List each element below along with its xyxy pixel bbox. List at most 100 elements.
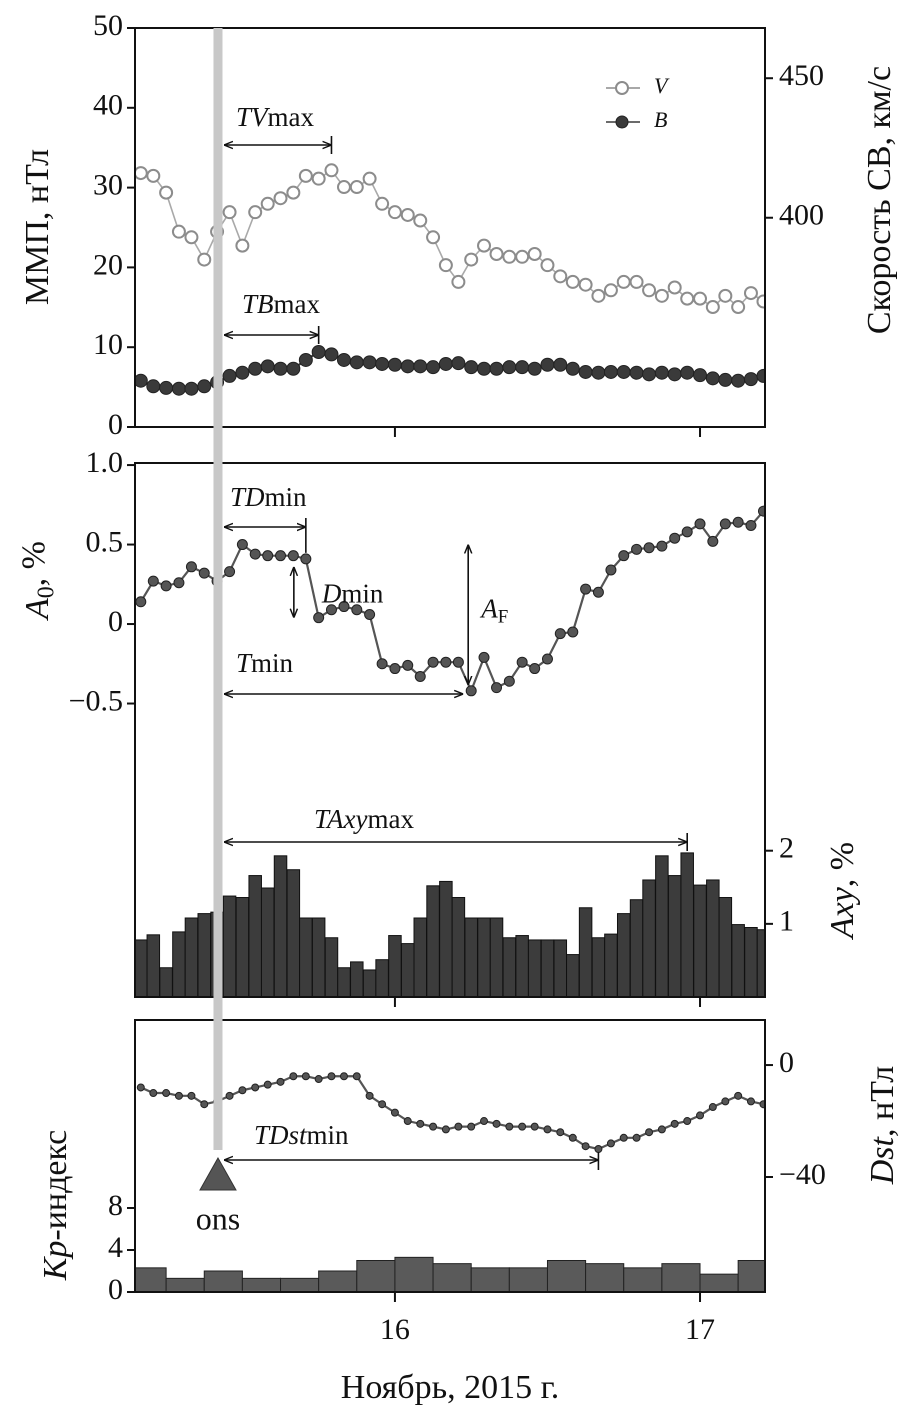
data-point bbox=[390, 1108, 399, 1117]
data-point bbox=[402, 659, 414, 671]
data-point bbox=[629, 274, 644, 289]
data-point bbox=[235, 365, 250, 380]
data-point bbox=[721, 1097, 730, 1106]
data-point bbox=[731, 373, 746, 388]
data-point bbox=[336, 180, 351, 195]
data-point bbox=[298, 168, 313, 183]
bar bbox=[324, 937, 339, 997]
data-point bbox=[301, 1072, 310, 1081]
y-tick-label: 0.5 bbox=[86, 525, 124, 558]
text-part: TB bbox=[242, 289, 274, 319]
data-point bbox=[465, 685, 477, 697]
y-tick-label: 8 bbox=[108, 1189, 123, 1222]
y2-tick-label: 450 bbox=[779, 59, 824, 92]
y2-tick-label: 0 bbox=[779, 1046, 794, 1079]
bar bbox=[737, 1259, 765, 1292]
onset-line bbox=[213, 28, 223, 1150]
data-point bbox=[248, 361, 263, 376]
data-point bbox=[187, 1091, 196, 1100]
annotation: TVmax bbox=[236, 102, 315, 132]
annotation: TDstmin bbox=[254, 1120, 349, 1150]
data-point bbox=[619, 1133, 628, 1142]
bar bbox=[439, 880, 453, 997]
data-point bbox=[197, 379, 212, 394]
bar bbox=[470, 1267, 510, 1292]
data-point bbox=[580, 583, 592, 595]
data-point bbox=[416, 1119, 425, 1128]
bar bbox=[515, 935, 529, 997]
data-point bbox=[527, 247, 542, 262]
text-part: max bbox=[367, 804, 414, 834]
bar bbox=[197, 913, 212, 997]
data-point bbox=[414, 671, 426, 683]
y-tick-label: 0 bbox=[108, 408, 123, 441]
data-point bbox=[503, 675, 515, 687]
data-point bbox=[568, 1133, 577, 1142]
text-part: Dst bbox=[864, 1135, 901, 1185]
bar bbox=[286, 869, 301, 997]
legend-marker bbox=[615, 81, 629, 95]
data-point bbox=[287, 550, 299, 562]
data-point bbox=[327, 1072, 336, 1081]
data-point bbox=[502, 360, 517, 375]
data-point bbox=[553, 269, 568, 284]
bar bbox=[756, 929, 765, 997]
data-point bbox=[263, 1080, 272, 1089]
data-point bbox=[289, 1072, 298, 1081]
bar bbox=[553, 939, 568, 997]
bar bbox=[591, 937, 606, 997]
data-point bbox=[440, 656, 452, 668]
y2-axis-label: Dst, нТл bbox=[864, 1066, 901, 1186]
bar bbox=[159, 967, 173, 997]
data-point bbox=[235, 238, 250, 253]
data-point bbox=[591, 288, 606, 303]
data-point bbox=[683, 1117, 692, 1126]
bar bbox=[527, 939, 542, 997]
plot-area bbox=[135, 505, 765, 997]
data-point bbox=[336, 352, 351, 367]
data-point bbox=[426, 360, 441, 375]
data-point bbox=[527, 361, 542, 376]
data-point bbox=[349, 180, 364, 195]
data-point bbox=[314, 1075, 323, 1084]
data-point bbox=[298, 352, 313, 367]
data-point bbox=[642, 367, 657, 382]
bar bbox=[172, 931, 186, 997]
data-point bbox=[718, 372, 733, 387]
data-point bbox=[489, 361, 504, 376]
bar bbox=[477, 917, 491, 997]
data-point bbox=[441, 1125, 450, 1134]
text-part: TAxy bbox=[314, 804, 367, 834]
data-point bbox=[387, 357, 402, 372]
bar bbox=[362, 969, 377, 997]
bar bbox=[451, 897, 466, 997]
plot-frame bbox=[134, 462, 766, 998]
data-point bbox=[693, 368, 708, 383]
bar bbox=[299, 917, 313, 997]
data-point bbox=[273, 361, 288, 376]
y-axis-label: ММП, нТл bbox=[19, 149, 56, 305]
data-point bbox=[529, 663, 541, 675]
text-part: TV bbox=[236, 102, 271, 132]
data-point bbox=[362, 355, 377, 370]
data-point bbox=[745, 519, 757, 531]
data-point bbox=[273, 191, 288, 206]
bar bbox=[693, 884, 707, 997]
data-point bbox=[681, 526, 693, 538]
legend-label: V bbox=[654, 73, 670, 98]
data-point bbox=[516, 656, 528, 668]
data-point bbox=[135, 596, 147, 608]
data-point bbox=[454, 1122, 463, 1131]
data-point bbox=[260, 359, 275, 374]
data-point bbox=[351, 604, 363, 616]
data-point bbox=[654, 365, 669, 380]
data-point bbox=[756, 368, 765, 383]
data-point bbox=[616, 364, 631, 379]
bar bbox=[655, 855, 669, 997]
x-tick-label: 16 bbox=[380, 1313, 410, 1346]
data-point bbox=[603, 364, 618, 379]
y-tick-label: 0 bbox=[108, 605, 123, 638]
text-part: max bbox=[267, 102, 314, 132]
data-point bbox=[248, 205, 263, 220]
bar bbox=[508, 1267, 548, 1292]
